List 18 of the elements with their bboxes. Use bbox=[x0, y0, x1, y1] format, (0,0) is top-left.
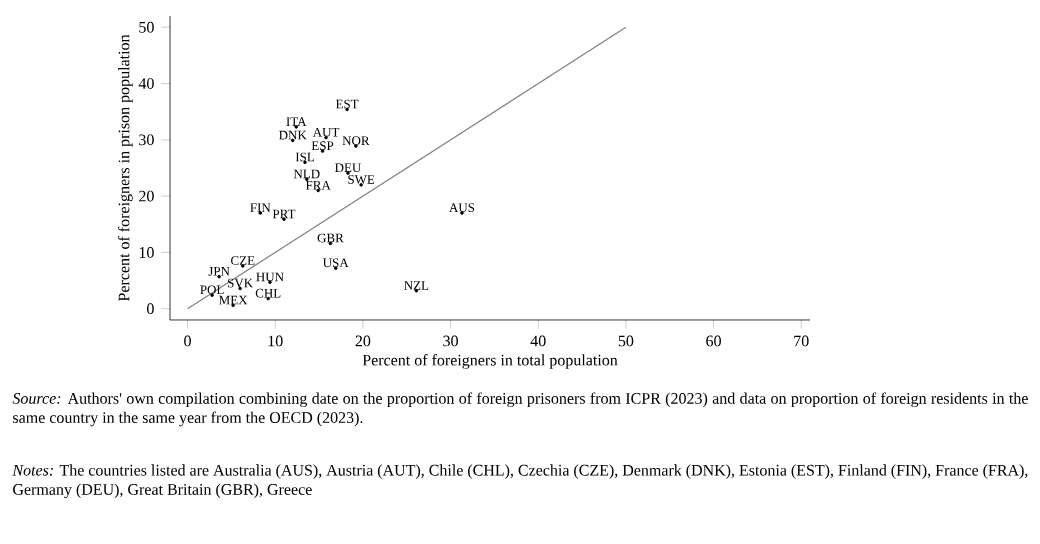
x-tick-label: 40 bbox=[530, 335, 546, 347]
text: Source: Authors' own compilation combining date on the proportion of foreign prisoners from ICPR (2023) and data on proportion of foreign residents in the same country in the same year from the OECD (2023). bbox=[12, 392, 1028, 427]
text: Notes: The countries listed are Australia (AUS), Austria (AUT), Chile (CHL), Czechia (CZE), Denmark (DNK), Estonia (EST), Finland (FIN), France (FRA), Germany (DEU), Great Britain (GBR), Greece bbox=[12, 464, 1028, 499]
x-axis-title: Percent of foreigners in total population bbox=[362, 354, 618, 369]
x-tick-label: 0 bbox=[184, 335, 191, 347]
y-tick-label: 20 bbox=[139, 190, 154, 202]
x-tick-label: 70 bbox=[794, 335, 809, 347]
y-tick-label: 50 bbox=[139, 21, 154, 33]
y-tick-label: 10 bbox=[139, 247, 154, 258]
y-tick-label: 40 bbox=[138, 78, 154, 89]
x-tick-label: 20 bbox=[355, 335, 371, 347]
x-tick-label: 10 bbox=[268, 335, 283, 347]
x-tick-label: 60 bbox=[706, 335, 721, 347]
x-tick-label: 30 bbox=[443, 335, 458, 347]
y-axis-title: Percent of foreigners in prison population bbox=[117, 34, 133, 302]
y-tick-label: 30 bbox=[139, 134, 154, 146]
x-tick-label: 50 bbox=[618, 335, 634, 347]
y-tick-label: 0 bbox=[147, 303, 154, 315]
